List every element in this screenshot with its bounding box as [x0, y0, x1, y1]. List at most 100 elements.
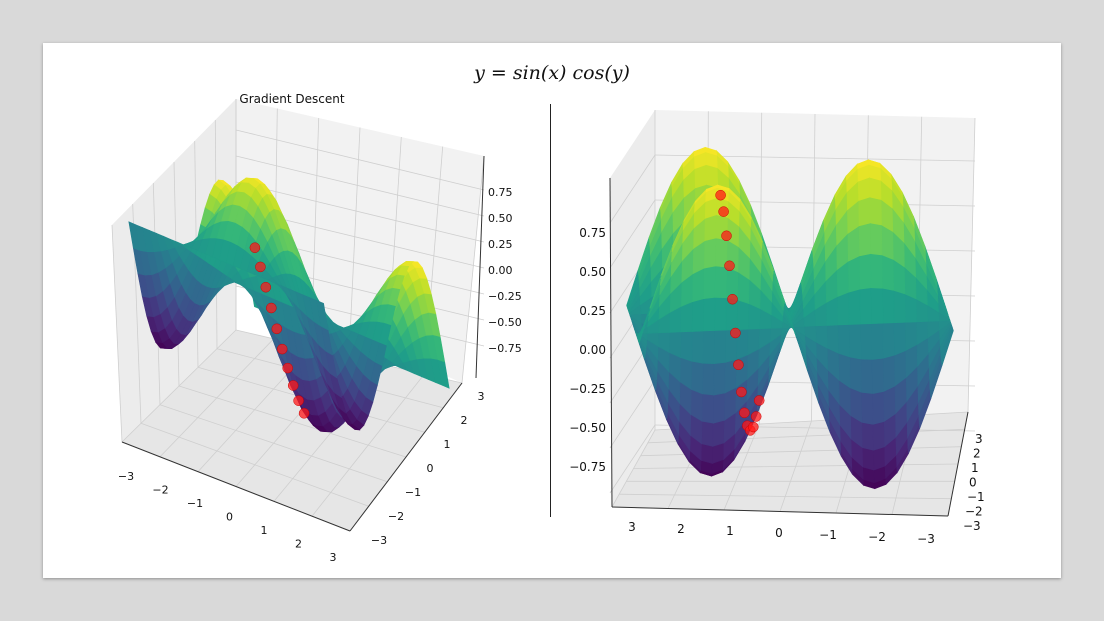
left-descent-points — [249, 242, 310, 419]
panel-divider — [550, 104, 551, 517]
surface-facet — [859, 288, 873, 326]
surface-facet — [882, 323, 895, 360]
right-x-tick-labels: 3 2 1 0 −1 −2 −3 — [628, 520, 935, 546]
gridline — [609, 154, 656, 224]
tick-label: 2 — [461, 414, 468, 427]
surface-facet — [713, 329, 727, 365]
tick-label: 0.50 — [488, 212, 513, 225]
tick-label: −0.50 — [488, 316, 522, 329]
descent-point — [718, 206, 729, 217]
tick-label: 0.75 — [488, 186, 513, 199]
tick-label: −2 — [868, 530, 886, 544]
tick-label: −1 — [405, 486, 421, 499]
left-x-tick-labels: −3 −2 −1 0 1 2 3 — [118, 470, 337, 564]
figure-title: y = sin(x) cos(y) — [474, 62, 630, 84]
surface-facet — [837, 324, 851, 359]
descent-point — [276, 343, 288, 355]
tick-label: 3 — [478, 390, 485, 403]
tick-label: −1 — [187, 497, 203, 510]
surface-facet — [837, 292, 850, 326]
gridline — [348, 127, 361, 357]
right-z-tick-labels: 0.75 0.50 0.25 0.00 −0.25 −0.50 −0.75 — [569, 226, 606, 474]
descent-point — [260, 281, 272, 293]
surface-facet — [700, 443, 714, 464]
surface-facet — [713, 362, 726, 396]
tick-label: 2 — [295, 538, 302, 551]
surface-facet — [882, 288, 895, 325]
surface-facet — [680, 331, 693, 362]
surface-facet — [870, 288, 884, 325]
surface-facet — [861, 392, 874, 426]
surface-facet — [860, 323, 873, 361]
tick-label: −2 — [152, 484, 168, 497]
descent-point — [724, 260, 735, 272]
surface-facet — [941, 328, 954, 366]
descent-point — [727, 293, 738, 305]
tick-label: 0.00 — [579, 343, 606, 357]
surface-facet — [694, 164, 707, 190]
z-axis-line — [609, 177, 613, 508]
descent-point — [715, 189, 726, 201]
tick-label: 2 — [973, 447, 981, 461]
gridline — [609, 379, 656, 449]
surface-facet — [705, 164, 719, 189]
surface-facet — [861, 447, 875, 472]
surface-facet — [691, 298, 705, 332]
tick-label: −3 — [371, 534, 387, 547]
surface-facet — [893, 322, 907, 357]
surface-facet — [701, 420, 714, 447]
surface-facet — [847, 256, 861, 294]
z-axis-line — [475, 155, 485, 379]
tick-label: −0.75 — [488, 342, 522, 355]
tick-label: 0 — [969, 476, 977, 490]
surface-facet — [736, 299, 750, 331]
surface-facet — [869, 177, 882, 201]
tick-label: 3 — [628, 520, 636, 534]
surface-facet — [883, 355, 896, 393]
descent-point — [266, 302, 277, 314]
surface-facet — [849, 357, 862, 394]
surface-facet — [848, 324, 862, 361]
gridline — [235, 181, 485, 243]
tick-label: 0.75 — [579, 226, 606, 240]
tick-label: −3 — [917, 532, 935, 546]
surface-facet — [893, 290, 906, 324]
descent-point — [255, 261, 266, 273]
surface-facet — [716, 184, 730, 192]
surface-facet — [680, 301, 693, 333]
surface-facet — [859, 253, 872, 291]
descent-point — [721, 230, 732, 242]
descent-point — [282, 362, 293, 374]
gridline — [111, 224, 123, 443]
tick-label: −0.75 — [569, 460, 606, 474]
left-plot-title: Gradient Descent — [239, 92, 345, 106]
surface-facet — [871, 323, 884, 361]
surface-facet — [702, 362, 715, 396]
surface-facet — [702, 330, 715, 365]
surface-facet — [858, 223, 872, 257]
surface-facet — [861, 422, 874, 452]
tick-label: −0.25 — [569, 382, 606, 396]
tick-label: 0 — [226, 511, 233, 524]
surface-facet — [704, 214, 717, 242]
gridline — [235, 129, 485, 191]
right-descent-points — [715, 189, 765, 436]
gridline — [609, 199, 656, 269]
tick-label: −2 — [388, 510, 404, 523]
x-axis-line — [611, 506, 949, 517]
surface-facet — [869, 223, 883, 256]
tick-label: 3 — [330, 551, 337, 564]
surface-facet — [316, 300, 329, 331]
right-surface-mesh — [626, 146, 954, 490]
descent-point — [739, 407, 750, 419]
tick-label: −0.50 — [569, 421, 606, 435]
surface-facet — [904, 294, 917, 324]
descent-point — [748, 421, 759, 433]
surface-facet — [869, 197, 882, 226]
surface-facet — [701, 393, 715, 424]
tick-label: 1 — [726, 524, 734, 538]
descent-point — [733, 359, 744, 371]
